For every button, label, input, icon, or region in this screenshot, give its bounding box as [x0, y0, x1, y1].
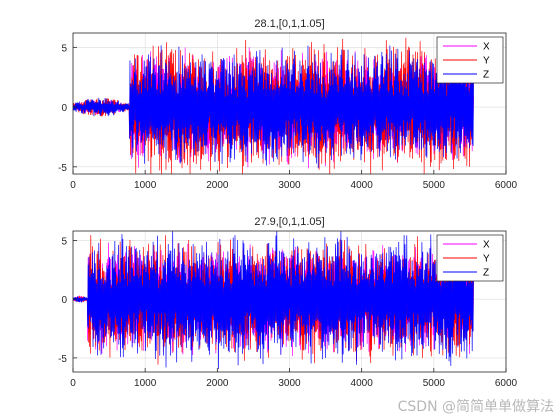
y-tick-label: -5 [58, 354, 67, 365]
legend-label-y: Y [483, 254, 490, 265]
x-tick-label: 4000 [351, 378, 374, 389]
series-line-y [73, 37, 474, 174]
x-tick-label: 1000 [134, 180, 157, 191]
x-tick-label: 0 [70, 378, 76, 389]
x-tick-label: 5000 [423, 180, 446, 191]
y-tick-label: 0 [61, 295, 67, 306]
y-tick-label: 5 [61, 236, 67, 247]
legend-label-x: X [483, 240, 490, 251]
legend-label-x: X [483, 42, 490, 53]
x-tick-label: 2000 [206, 180, 229, 191]
legend-label-z: Z [483, 70, 489, 81]
subplot-top: 0 1000 2000 3000 4000 5000 6000-50528.1,[0,1,1… [58, 18, 517, 191]
watermark: CSDN @简简单单做算法 [397, 399, 554, 415]
x-tick-label: 6000 [495, 378, 518, 389]
series-line-z [73, 45, 474, 169]
y-tick-label: 0 [61, 103, 67, 114]
y-tick-label: 5 [61, 43, 67, 54]
x-tick-label: 1000 [134, 378, 157, 389]
x-tick-label: 3000 [278, 180, 301, 191]
x-tick-label: 5000 [423, 378, 446, 389]
x-tick-label: 3000 [278, 378, 301, 389]
x-tick-label: 4000 [351, 180, 374, 191]
series-line-z [73, 231, 474, 369]
chart-title: 28.1,[0,1,1.05] [254, 18, 324, 30]
legend-label-z: Z [483, 268, 489, 279]
subplot-bottom: 0 1000 2000 3000 4000 5000 6000 -5 0 5 27.9,[0,1,1… [58, 216, 517, 389]
legend: XYZ [436, 36, 504, 84]
x-tick-label: 6000 [495, 180, 518, 191]
legend: XYZ [436, 234, 504, 282]
legend-label-y: Y [483, 56, 490, 67]
y-tick-label: -5 [58, 163, 67, 174]
x-tick-label: 0 [70, 180, 76, 191]
x-tick-label: 2000 [206, 378, 229, 389]
chart-title: 27.9,[0,1,1.05] [254, 216, 324, 228]
